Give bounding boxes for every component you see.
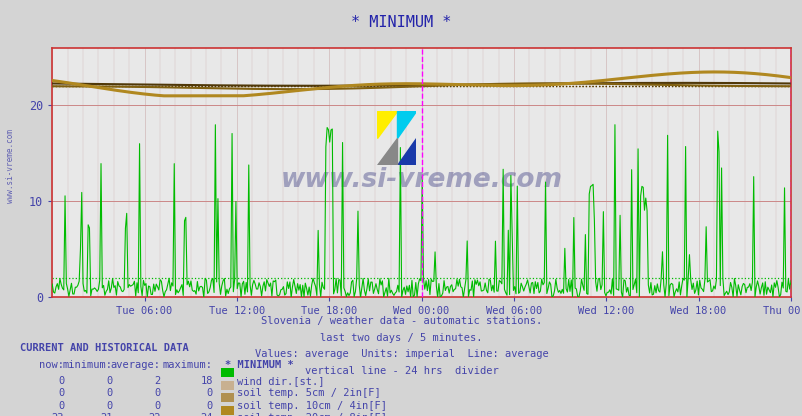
Text: 0: 0 <box>106 376 112 386</box>
Polygon shape <box>377 138 396 165</box>
Text: 0: 0 <box>58 376 64 386</box>
Text: 24: 24 <box>200 413 213 416</box>
Text: last two days / 5 minutes.: last two days / 5 minutes. <box>320 333 482 343</box>
Text: 0: 0 <box>154 401 160 411</box>
Text: www.si-vreme.com: www.si-vreme.com <box>6 129 15 203</box>
Text: now:: now: <box>39 360 64 370</box>
Text: wind dir.[st.]: wind dir.[st.] <box>237 376 324 386</box>
Polygon shape <box>377 111 396 138</box>
Text: soil temp. 10cm / 4in[F]: soil temp. 10cm / 4in[F] <box>237 401 387 411</box>
Text: minimum:: minimum: <box>63 360 112 370</box>
Text: www.si-vreme.com: www.si-vreme.com <box>280 167 562 193</box>
Text: 0: 0 <box>106 401 112 411</box>
Text: * MINIMUM *: * MINIMUM * <box>225 360 294 370</box>
Text: CURRENT AND HISTORICAL DATA: CURRENT AND HISTORICAL DATA <box>20 343 188 353</box>
Text: average:: average: <box>111 360 160 370</box>
Text: Values: average  Units: imperial  Line: average: Values: average Units: imperial Line: av… <box>254 349 548 359</box>
Text: 22: 22 <box>148 413 160 416</box>
Text: 0: 0 <box>58 401 64 411</box>
Text: Slovenia / weather data - automatic stations.: Slovenia / weather data - automatic stat… <box>261 316 541 326</box>
Text: 23: 23 <box>51 413 64 416</box>
Text: 21: 21 <box>99 413 112 416</box>
Text: 0: 0 <box>106 388 112 398</box>
Text: soil temp. 5cm / 2in[F]: soil temp. 5cm / 2in[F] <box>237 388 380 398</box>
Text: maximum:: maximum: <box>163 360 213 370</box>
Text: vertical line - 24 hrs  divider: vertical line - 24 hrs divider <box>304 366 498 376</box>
Text: 0: 0 <box>206 401 213 411</box>
Text: 0: 0 <box>58 388 64 398</box>
Text: 0: 0 <box>154 388 160 398</box>
Text: 2: 2 <box>154 376 160 386</box>
Text: * MINIMUM *: * MINIMUM * <box>351 15 451 30</box>
Text: 0: 0 <box>206 388 213 398</box>
Polygon shape <box>396 138 415 165</box>
Text: 18: 18 <box>200 376 213 386</box>
Text: soil temp. 20cm / 8in[F]: soil temp. 20cm / 8in[F] <box>237 413 387 416</box>
Polygon shape <box>396 111 415 138</box>
